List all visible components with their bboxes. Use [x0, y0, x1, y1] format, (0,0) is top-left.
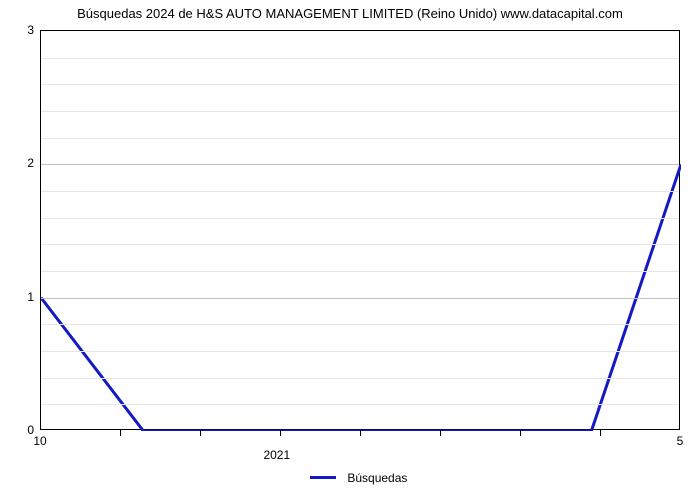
x-tick — [280, 430, 281, 436]
chart-title: Búsquedas 2024 de H&S AUTO MANAGEMENT LI… — [0, 6, 700, 21]
y-tick-label: 2 — [14, 156, 34, 170]
x-tick — [120, 430, 121, 436]
gridline-minor — [41, 58, 679, 59]
x-tick — [360, 430, 361, 436]
gridline-minor — [41, 84, 679, 85]
legend-swatch — [310, 476, 336, 479]
x-right-label: 5 — [677, 434, 684, 448]
legend-label: Búsquedas — [347, 471, 407, 485]
y-tick-label: 1 — [14, 290, 34, 304]
x-tick — [600, 430, 601, 436]
gridline-major — [41, 164, 679, 165]
x-tick — [520, 430, 521, 436]
x-tick — [200, 430, 201, 436]
series-line — [41, 31, 681, 431]
gridline-minor — [41, 218, 679, 219]
x-center-label: 2021 — [263, 448, 290, 462]
gridline-minor — [41, 404, 679, 405]
gridline-minor — [41, 244, 679, 245]
legend: Búsquedas — [310, 470, 407, 485]
plot-area — [40, 30, 680, 430]
y-tick-label: 0 — [14, 423, 34, 437]
chart-container: Búsquedas 2024 de H&S AUTO MANAGEMENT LI… — [0, 0, 700, 500]
x-left-label: 10 — [33, 434, 46, 448]
gridline-minor — [41, 138, 679, 139]
x-tick — [440, 430, 441, 436]
y-tick-label: 3 — [14, 23, 34, 37]
gridline-minor — [41, 271, 679, 272]
gridline-minor — [41, 324, 679, 325]
gridline-minor — [41, 191, 679, 192]
gridline-major — [41, 298, 679, 299]
gridline-minor — [41, 378, 679, 379]
gridline-minor — [41, 111, 679, 112]
gridline-minor — [41, 351, 679, 352]
